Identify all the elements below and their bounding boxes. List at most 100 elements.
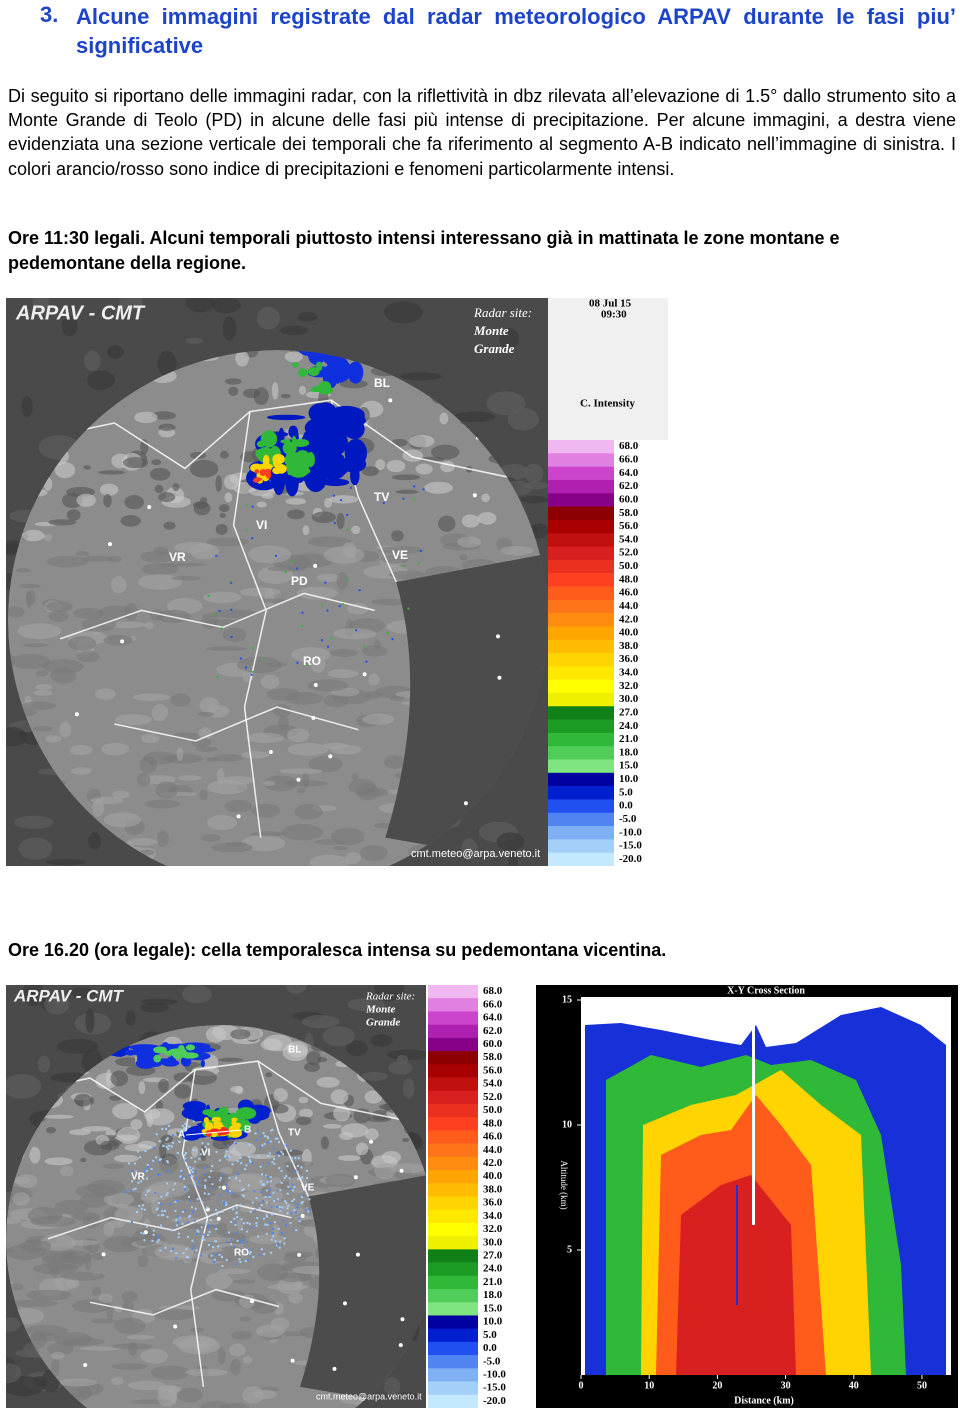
relief	[282, 780, 328, 787]
relief	[189, 459, 219, 478]
echo-speck	[201, 1237, 204, 1240]
relief	[386, 460, 406, 473]
echo-speck	[261, 1183, 264, 1186]
echo-speck	[269, 479, 272, 482]
relief	[457, 536, 482, 548]
relief	[260, 598, 288, 604]
echo-speck	[149, 1146, 152, 1149]
relief	[228, 386, 239, 397]
relief	[132, 693, 170, 701]
relief	[16, 1174, 38, 1188]
echo-speck	[215, 1240, 218, 1243]
echo-speck	[202, 1233, 205, 1236]
map-label: cmt.meteo@arpa.veneto.it	[316, 1391, 422, 1401]
relief	[375, 459, 386, 471]
relief	[360, 845, 388, 862]
relief	[44, 1114, 75, 1119]
echo-speck	[146, 1163, 149, 1166]
intro-text: Di seguito si riportano delle immagini r…	[8, 86, 956, 179]
relief	[224, 1149, 241, 1162]
echo-speck	[297, 1217, 300, 1220]
echo	[232, 1122, 242, 1129]
scale-label: 64.0	[619, 467, 639, 479]
echo-speck	[222, 1173, 225, 1176]
relief	[287, 743, 329, 756]
scale-label: 68.0	[483, 985, 503, 997]
echo-speck	[191, 1170, 194, 1173]
relief	[163, 521, 176, 530]
echo-speck	[215, 1228, 218, 1231]
relief	[400, 372, 442, 381]
relief	[65, 1278, 80, 1289]
echo-speck	[280, 1169, 283, 1172]
relief	[45, 735, 62, 743]
relief	[362, 713, 395, 725]
echo-speck	[184, 1152, 187, 1155]
town-dot	[290, 1358, 295, 1363]
relief	[217, 1268, 251, 1275]
echo-speck	[218, 1253, 221, 1256]
echo-speck	[208, 1230, 211, 1233]
relief	[114, 1057, 142, 1067]
relief	[271, 382, 279, 400]
relief	[371, 598, 409, 606]
echo-speck	[167, 1147, 170, 1150]
echo-speck	[207, 1142, 210, 1145]
echo-speck	[259, 1135, 262, 1138]
y-tick-label: 15	[562, 994, 572, 1005]
echo-speck	[186, 1166, 189, 1169]
echo-speck	[192, 1167, 195, 1170]
echo-speck	[228, 1156, 231, 1159]
y-tick-label: 10	[562, 1119, 572, 1130]
echo-speck	[355, 629, 358, 632]
echo-speck	[181, 1171, 184, 1174]
echo-speck	[218, 1159, 221, 1162]
scale-label: 5.0	[483, 1329, 497, 1341]
echo	[205, 1130, 212, 1137]
relief	[195, 1163, 212, 1169]
echo-speck	[251, 1201, 254, 1204]
echo-speck	[170, 1250, 173, 1253]
town-dot	[497, 675, 502, 680]
town-dot	[496, 634, 501, 639]
relief	[190, 1327, 204, 1333]
echo-speck	[386, 632, 389, 635]
relief	[286, 1041, 309, 1058]
echo-speck	[283, 1177, 286, 1180]
town-dot	[297, 1252, 302, 1257]
scale-swatch	[548, 653, 614, 667]
relief	[330, 1089, 349, 1105]
scale-swatch	[428, 1249, 478, 1263]
echo-speck	[155, 1133, 158, 1136]
scale-label: 24.0	[483, 1263, 503, 1275]
scale-swatch	[548, 852, 614, 866]
relief	[253, 1389, 277, 1400]
echo-speck	[362, 645, 365, 648]
echo-speck	[213, 613, 216, 616]
echo-speck	[256, 1217, 259, 1220]
scale-swatch	[548, 586, 614, 601]
relief	[154, 1244, 194, 1261]
echo-speck	[296, 1171, 299, 1174]
echo-speck	[280, 1181, 283, 1184]
relief	[200, 497, 208, 504]
echo-speck	[264, 1223, 267, 1226]
relief	[391, 530, 404, 542]
relief	[147, 1181, 190, 1198]
echo	[180, 1050, 187, 1058]
scale-label: 60.0	[619, 493, 639, 505]
relief	[67, 1239, 100, 1246]
relief	[200, 1145, 207, 1162]
relief	[308, 755, 343, 773]
relief	[44, 995, 70, 1015]
echo-speck	[221, 1210, 224, 1213]
echo-speck	[204, 1184, 207, 1187]
echo-speck	[131, 1180, 134, 1183]
x-tick-label: 0	[579, 1380, 584, 1391]
echo-speck	[300, 1202, 303, 1205]
echo-speck	[158, 1140, 161, 1143]
relief	[66, 509, 81, 521]
echo-speck	[201, 1142, 204, 1145]
border-line	[257, 1060, 310, 1197]
relief	[383, 1377, 401, 1397]
